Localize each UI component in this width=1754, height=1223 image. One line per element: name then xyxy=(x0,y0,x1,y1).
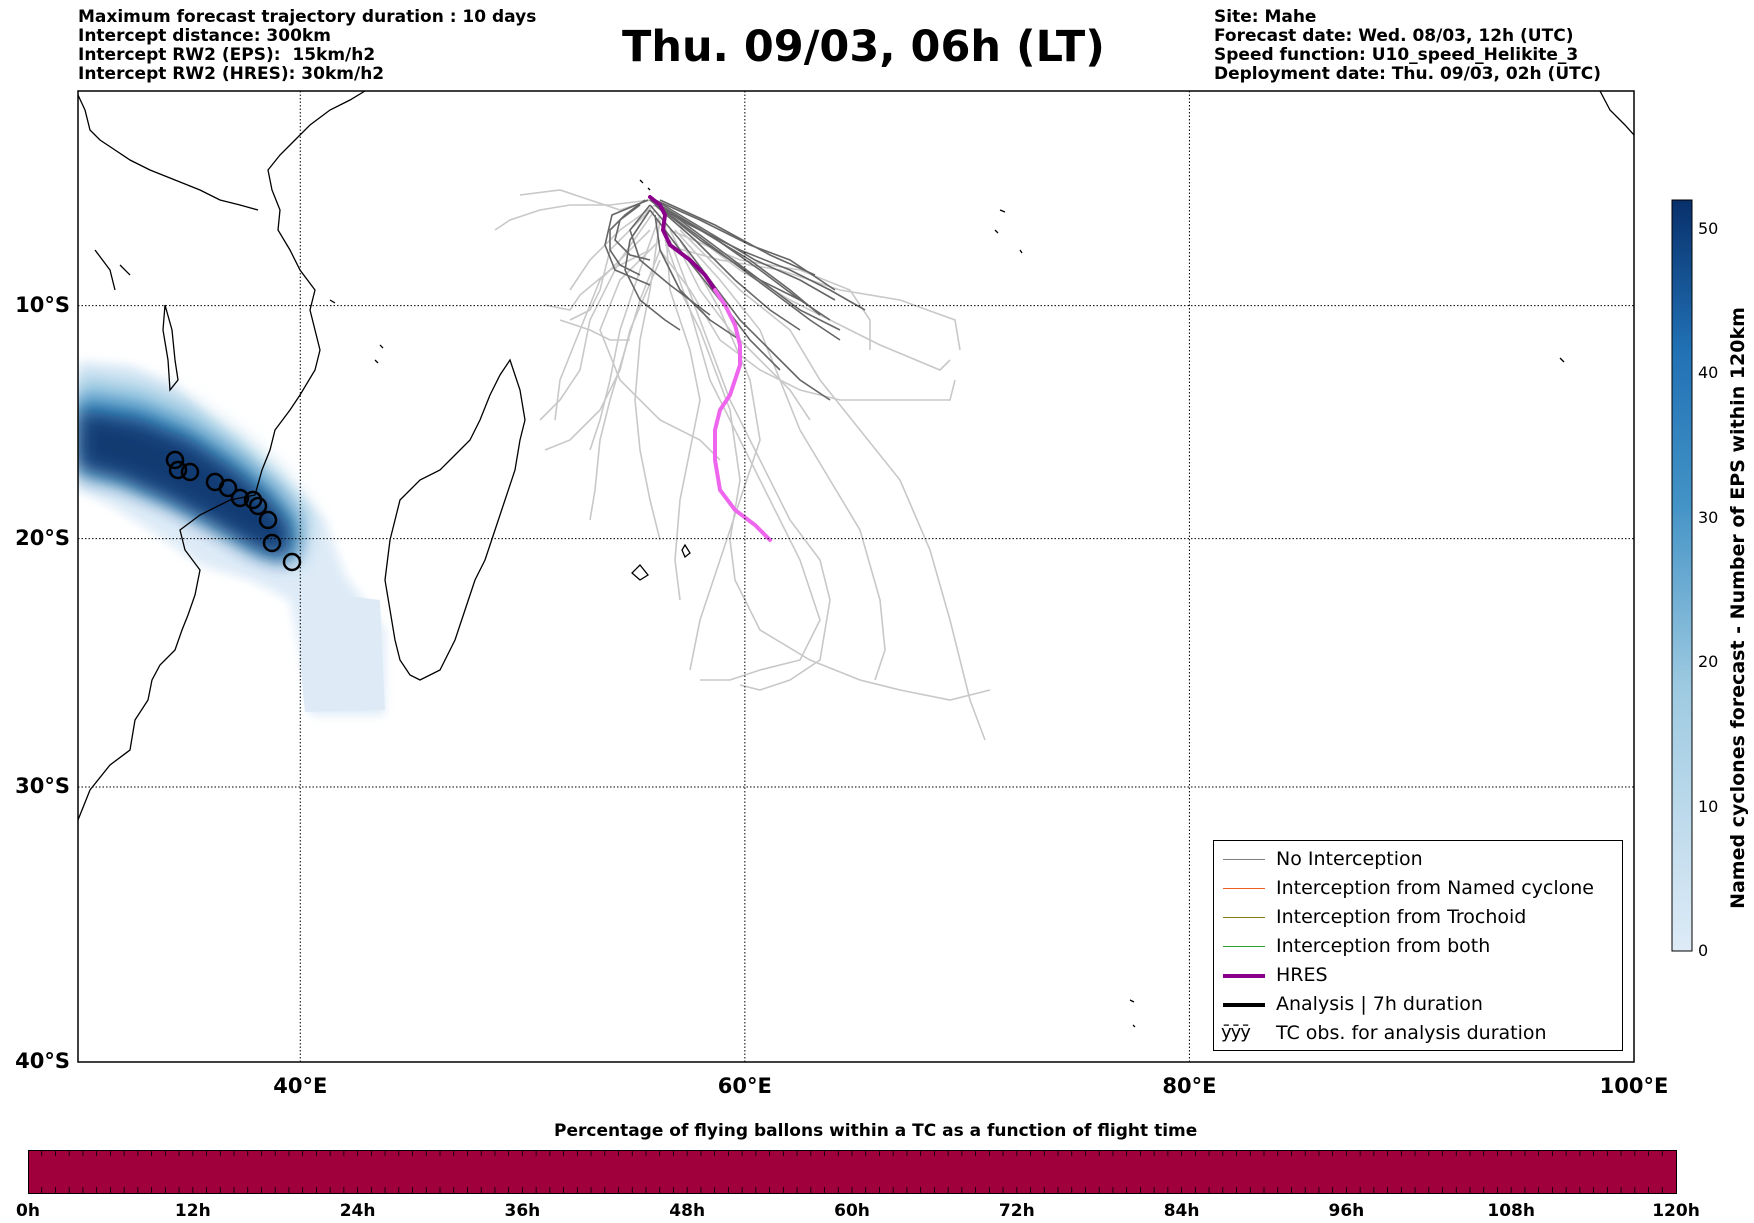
lake-tanganyika xyxy=(94,249,131,291)
header-line-speed-function: Speed function: U10_speed_Helikite_3 xyxy=(1214,45,1579,65)
gridlines xyxy=(78,91,1634,1062)
legend-swatch-analysis xyxy=(1223,1003,1265,1007)
legend-swatch-named-cyclone xyxy=(1223,888,1265,889)
coastlines xyxy=(78,91,1634,1028)
lat-tick-label: 40°S xyxy=(15,1049,70,1073)
header-line-deployment-date: Deployment date: Thu. 09/03, 02h (UTC) xyxy=(1214,64,1601,84)
bottom-colorbar xyxy=(28,1150,1677,1194)
bottom-tick-label: 96h xyxy=(1328,1201,1365,1221)
right-colorbar-label: Named cyclones forecast - Number of EPS … xyxy=(1727,307,1749,909)
legend-item-hres: HRES xyxy=(1214,962,1622,990)
bottom-tick-label: 84h xyxy=(1163,1201,1200,1221)
legend-label-named-cyclone: Interception from Named cyclone xyxy=(1276,877,1594,899)
header-line-rw2-hres: Intercept RW2 (HRES): 30km/h2 xyxy=(78,64,385,84)
legend-item-analysis: Analysis | 7h duration xyxy=(1214,991,1622,1019)
legend-item-tc-obs: ӯӯӯ TC obs. for analysis duration xyxy=(1214,1020,1622,1048)
right-colorbar xyxy=(1671,199,1693,952)
lon-tick-label: 80°E xyxy=(1162,1074,1217,1098)
colorbar-tick-label: 50 xyxy=(1698,218,1719,238)
colorbar-tick-label: 30 xyxy=(1698,507,1719,527)
legend-label-tc-obs: TC obs. for analysis duration xyxy=(1276,1022,1547,1044)
legend-swatch-hres xyxy=(1223,974,1265,978)
bottom-tick-label: 72h xyxy=(998,1201,1035,1221)
header-line-forecast-date: Forecast date: Wed. 08/03, 12h (UTC) xyxy=(1214,26,1574,46)
mauritius xyxy=(681,543,691,559)
bottom-tick-label: 0h xyxy=(16,1201,40,1221)
legend-label-both: Interception from both xyxy=(1276,935,1491,957)
chagos xyxy=(994,209,1023,254)
bottom-tick-label: 24h xyxy=(339,1201,376,1221)
mozambique-channel-islands xyxy=(329,299,384,364)
cocos xyxy=(1559,357,1565,363)
legend-item-no-interception: No Interception xyxy=(1214,846,1622,874)
map-frame xyxy=(77,90,1635,1063)
bottom-tick-label: 120h xyxy=(1652,1201,1700,1221)
lon-tick-label: 40°E xyxy=(273,1074,328,1098)
colorbar-tick-label: 0 xyxy=(1698,941,1709,960)
bottom-tick-label: 12h xyxy=(174,1201,211,1221)
lake-malawi xyxy=(162,304,179,392)
legend-swatch-no-interception xyxy=(1223,859,1265,860)
seychelles xyxy=(639,179,651,191)
bottom-tick-label: 48h xyxy=(669,1201,706,1221)
colorbar-tick-label: 10 xyxy=(1698,796,1719,816)
africa-coast xyxy=(78,91,366,821)
header-line-distance: Intercept distance: 300km xyxy=(78,26,331,46)
lat-tick-label: 20°S xyxy=(15,525,70,550)
amsterdam xyxy=(1129,999,1136,1028)
header-line-rw2-eps: Intercept RW2 (EPS): 15km/h2 xyxy=(78,45,376,65)
bottom-colorbar-minor-ticks xyxy=(41,1150,1663,1194)
sumatra-edge xyxy=(1599,91,1634,136)
lat-tick-label: 10°S xyxy=(15,292,70,317)
bottom-tick-label: 108h xyxy=(1487,1201,1535,1221)
bottom-tick-label: 60h xyxy=(834,1201,870,1221)
colorbar-tick-label: 40 xyxy=(1698,363,1719,383)
colorbar-tick-label: 20 xyxy=(1698,652,1719,672)
header-line-site: Site: Mahe xyxy=(1214,7,1317,27)
legend-label-no-interception: No Interception xyxy=(1276,848,1423,870)
legend-swatch-both xyxy=(1223,946,1265,947)
header-left: Maximum forecast trajectory duration : 1… xyxy=(78,8,536,84)
lat-tick-label: 30°S xyxy=(15,773,70,798)
eps-trajectories-light xyxy=(494,189,991,741)
lon-tick-label: 100°E xyxy=(1599,1074,1669,1098)
tc-obs-symbol-icon: ӯӯӯ xyxy=(1221,1022,1251,1043)
africa-coast-north xyxy=(78,94,259,211)
legend-item-named-cyclone: Interception from Named cyclone xyxy=(1214,875,1622,903)
tc-obs-symbols xyxy=(165,450,302,572)
bottom-colorbar-title: Percentage of flying ballons within a TC… xyxy=(554,1121,1198,1141)
legend-swatch-trochoid xyxy=(1223,917,1265,918)
legend-item-trochoid: Interception from Trochoid xyxy=(1214,904,1622,932)
reunion xyxy=(631,564,649,581)
eps-trajectories-dark xyxy=(604,199,866,401)
hres-track xyxy=(648,195,772,542)
cyclone-density-band xyxy=(78,362,385,715)
map-title: Thu. 09/03, 06h (LT) xyxy=(622,22,1105,72)
legend-label-analysis: Analysis | 7h duration xyxy=(1276,993,1483,1015)
legend-label-trochoid: Interception from Trochoid xyxy=(1276,906,1527,928)
legend: No Interception Interception from Named … xyxy=(1213,840,1623,1051)
madagascar xyxy=(384,358,526,681)
header-line-duration: Maximum forecast trajectory duration : 1… xyxy=(78,7,537,27)
header-right: Site: Mahe Forecast date: Wed. 08/03, 12… xyxy=(1214,8,1601,84)
legend-item-both: Interception from both xyxy=(1214,933,1622,961)
legend-label-hres: HRES xyxy=(1276,964,1328,986)
lon-tick-label: 60°E xyxy=(717,1074,772,1098)
bottom-tick-label: 36h xyxy=(504,1201,541,1221)
